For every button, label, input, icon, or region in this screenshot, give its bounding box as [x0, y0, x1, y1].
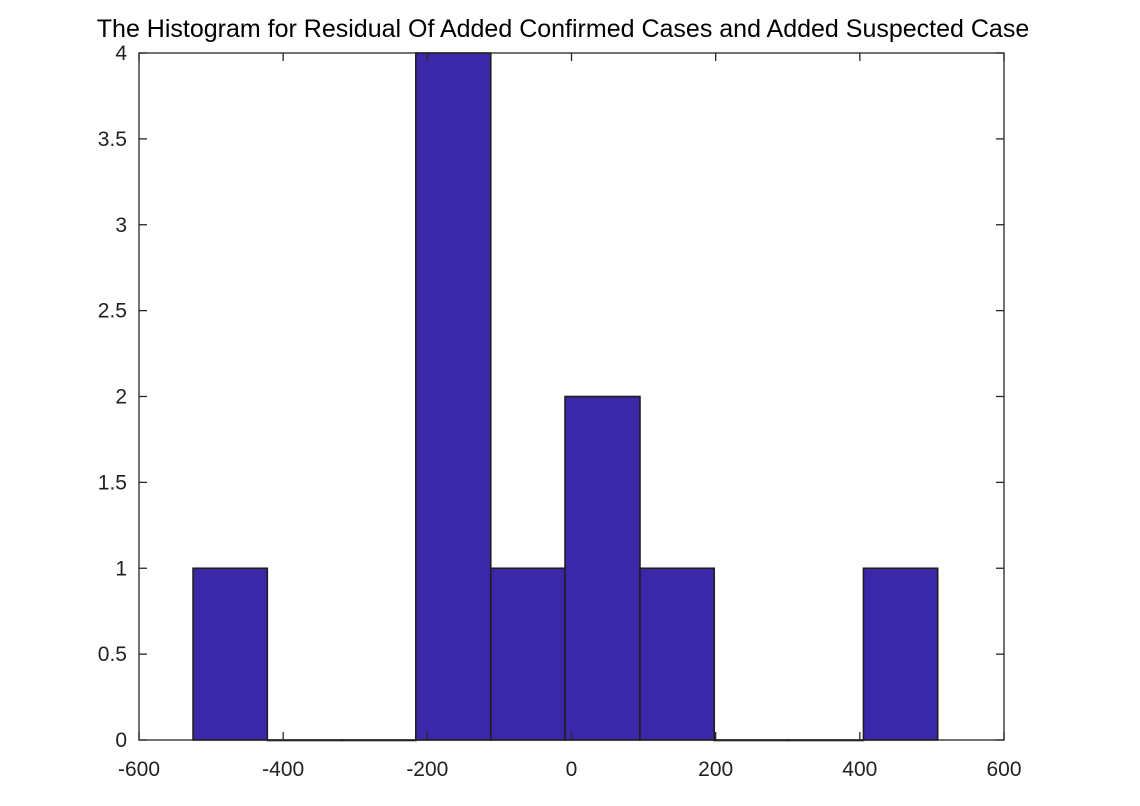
y-tick-label: 0: [115, 729, 127, 752]
y-tick-label: 2.5: [98, 300, 127, 323]
x-tick-label: 200: [698, 758, 733, 781]
chart-title: The Histogram for Residual Of Added Conf…: [97, 15, 1029, 43]
x-tick-label: -200: [406, 758, 448, 781]
y-tick-label: 3.5: [98, 128, 127, 151]
histogram-bar-0: [192, 567, 269, 741]
y-tick-label: 3: [115, 214, 127, 237]
axes-group: -600 -400 -200 0 200 400 600 0 0.5 1 1.5 2 2.5 3 3.5 4: [98, 42, 1022, 781]
x-tick-label: 400: [842, 758, 877, 781]
y-tick-label: 4: [115, 42, 127, 65]
histogram-bar-9: [862, 567, 939, 741]
x-tick-label: 0: [566, 758, 578, 781]
x-tick-label: -400: [262, 758, 304, 781]
histogram-bar-5: [564, 395, 641, 741]
y-tick-label: 2: [115, 386, 127, 409]
x-tick-label: 600: [986, 758, 1021, 781]
histogram-bar-6: [639, 567, 716, 741]
y-tick-label: 1.5: [98, 471, 127, 494]
bars-group: [192, 52, 939, 742]
x-tick-label: -600: [118, 758, 160, 781]
y-tick-label: 0.5: [98, 643, 127, 666]
y-tick-label: 1: [115, 557, 127, 580]
histogram-bar-3: [414, 52, 492, 741]
histogram-bar-4: [489, 567, 566, 741]
